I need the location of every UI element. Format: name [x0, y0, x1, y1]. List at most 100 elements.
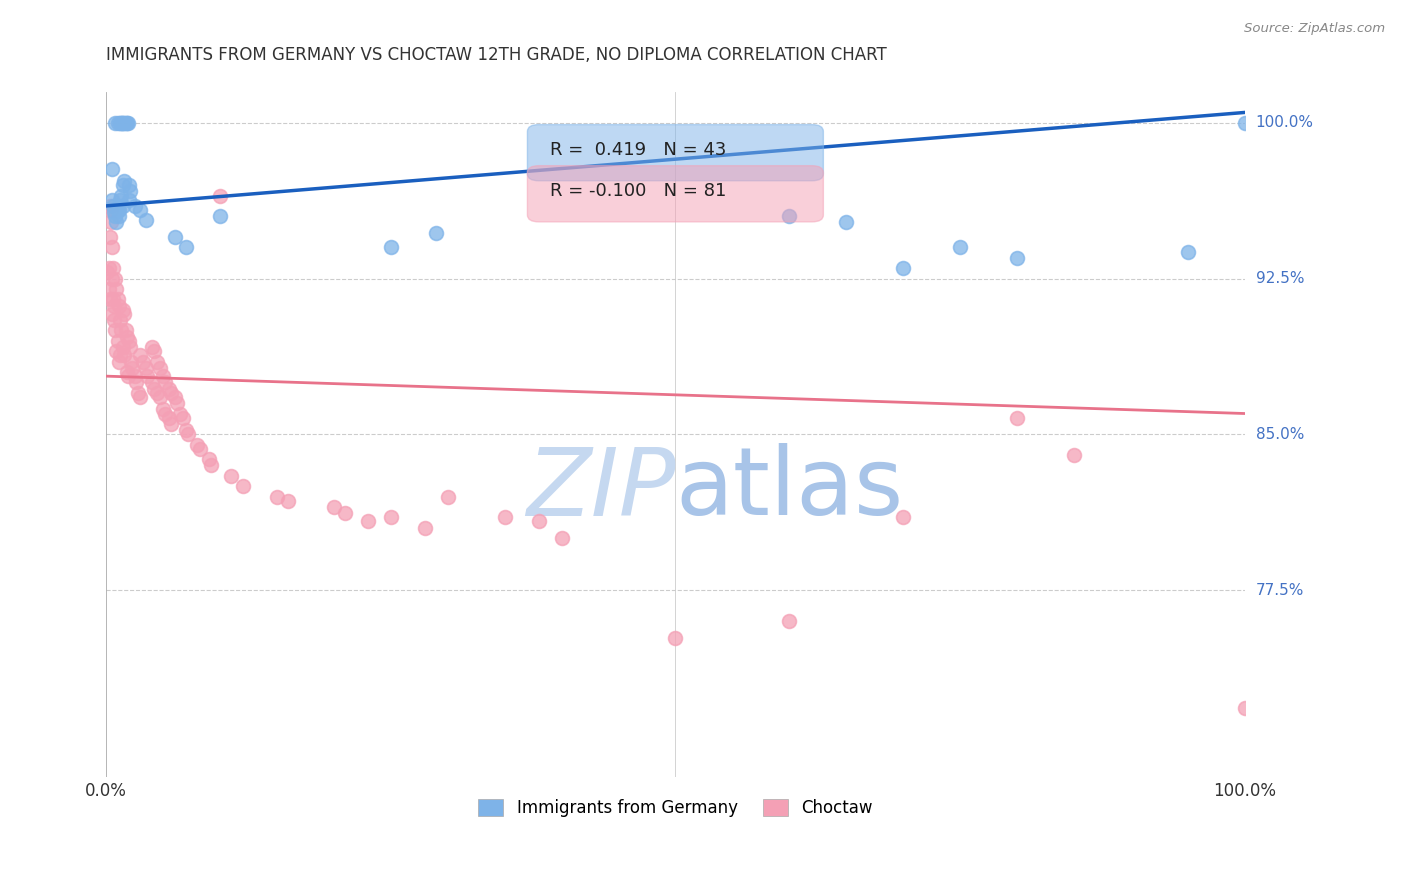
Point: [115, 116, 138, 130]
Point: [111, 116, 134, 130]
Text: Source: ZipAtlas.com: Source: ZipAtlas.com: [1244, 22, 1385, 36]
Point: [118, 334, 141, 348]
Point: [778, 209, 800, 223]
Point: [141, 340, 163, 354]
Point: [100, 202, 122, 217]
Point: [149, 390, 172, 404]
Point: [101, 271, 124, 285]
Text: 77.5%: 77.5%: [1256, 582, 1303, 598]
Point: [103, 313, 125, 327]
Text: R =  0.419   N = 43: R = 0.419 N = 43: [550, 141, 727, 159]
Point: [100, 215, 122, 229]
Point: [322, 500, 344, 514]
Point: [107, 293, 129, 307]
Point: [152, 369, 174, 384]
Point: [108, 116, 131, 130]
Point: [891, 510, 914, 524]
Point: [105, 282, 128, 296]
Point: [186, 437, 208, 451]
Point: [163, 390, 186, 404]
Point: [114, 116, 136, 130]
Text: 92.5%: 92.5%: [1256, 271, 1305, 286]
Text: atlas: atlas: [675, 443, 904, 535]
Point: [380, 240, 402, 254]
Point: [112, 340, 135, 354]
Point: [149, 360, 172, 375]
Point: [101, 261, 124, 276]
Point: [114, 307, 136, 321]
Point: [125, 376, 148, 390]
Point: [664, 631, 686, 645]
Point: [97, 282, 120, 296]
Point: [96, 265, 118, 279]
Point: [103, 299, 125, 313]
Point: [1233, 116, 1256, 130]
Point: [155, 407, 177, 421]
Point: [127, 385, 149, 400]
Text: R = -0.100   N = 81: R = -0.100 N = 81: [550, 182, 727, 200]
Point: [143, 344, 166, 359]
Point: [200, 458, 222, 473]
Point: [107, 209, 129, 223]
Point: [1177, 244, 1199, 259]
Point: [114, 116, 136, 130]
Point: [104, 209, 127, 223]
Point: [104, 323, 127, 337]
Point: [108, 193, 131, 207]
Point: [157, 382, 180, 396]
Point: [335, 506, 357, 520]
Point: [169, 407, 191, 421]
Point: [115, 329, 138, 343]
Point: [778, 614, 800, 628]
Point: [209, 188, 232, 202]
Point: [277, 493, 299, 508]
Point: [166, 396, 188, 410]
Point: [550, 531, 572, 545]
Point: [107, 202, 129, 217]
Point: [120, 354, 142, 368]
Point: [101, 161, 124, 176]
Point: [105, 215, 128, 229]
Point: [110, 116, 132, 130]
Point: [101, 307, 124, 321]
Point: [112, 199, 135, 213]
Point: [152, 402, 174, 417]
Point: [527, 515, 550, 529]
Point: [107, 202, 129, 217]
Point: [124, 199, 146, 213]
Text: 100.0%: 100.0%: [1256, 115, 1313, 130]
Point: [120, 185, 142, 199]
Point: [131, 354, 153, 368]
Point: [110, 323, 132, 337]
Point: [107, 299, 129, 313]
Text: IMMIGRANTS FROM GERMANY VS CHOCTAW 12TH GRADE, NO DIPLOMA CORRELATION CHART: IMMIGRANTS FROM GERMANY VS CHOCTAW 12TH …: [107, 46, 887, 64]
Point: [1063, 448, 1085, 462]
Point: [177, 427, 200, 442]
Point: [172, 410, 194, 425]
Point: [98, 199, 121, 213]
Point: [188, 442, 211, 456]
Point: [107, 199, 129, 213]
Point: [114, 174, 136, 188]
Point: [115, 365, 138, 379]
Point: [101, 193, 124, 207]
Point: [163, 230, 186, 244]
Point: [155, 376, 177, 390]
Point: [1005, 251, 1028, 265]
Point: [101, 199, 124, 213]
Point: [157, 410, 180, 425]
Point: [112, 178, 135, 193]
Point: [107, 354, 129, 368]
Point: [146, 354, 169, 368]
Point: [146, 385, 169, 400]
Legend: Immigrants from Germany, Choctaw: Immigrants from Germany, Choctaw: [471, 792, 879, 823]
Point: [118, 193, 141, 207]
Point: [135, 213, 157, 227]
Point: [112, 116, 135, 130]
Point: [98, 293, 121, 307]
Point: [160, 417, 183, 431]
Point: [110, 188, 132, 202]
FancyBboxPatch shape: [527, 125, 824, 181]
Point: [114, 323, 136, 337]
Point: [129, 348, 152, 362]
